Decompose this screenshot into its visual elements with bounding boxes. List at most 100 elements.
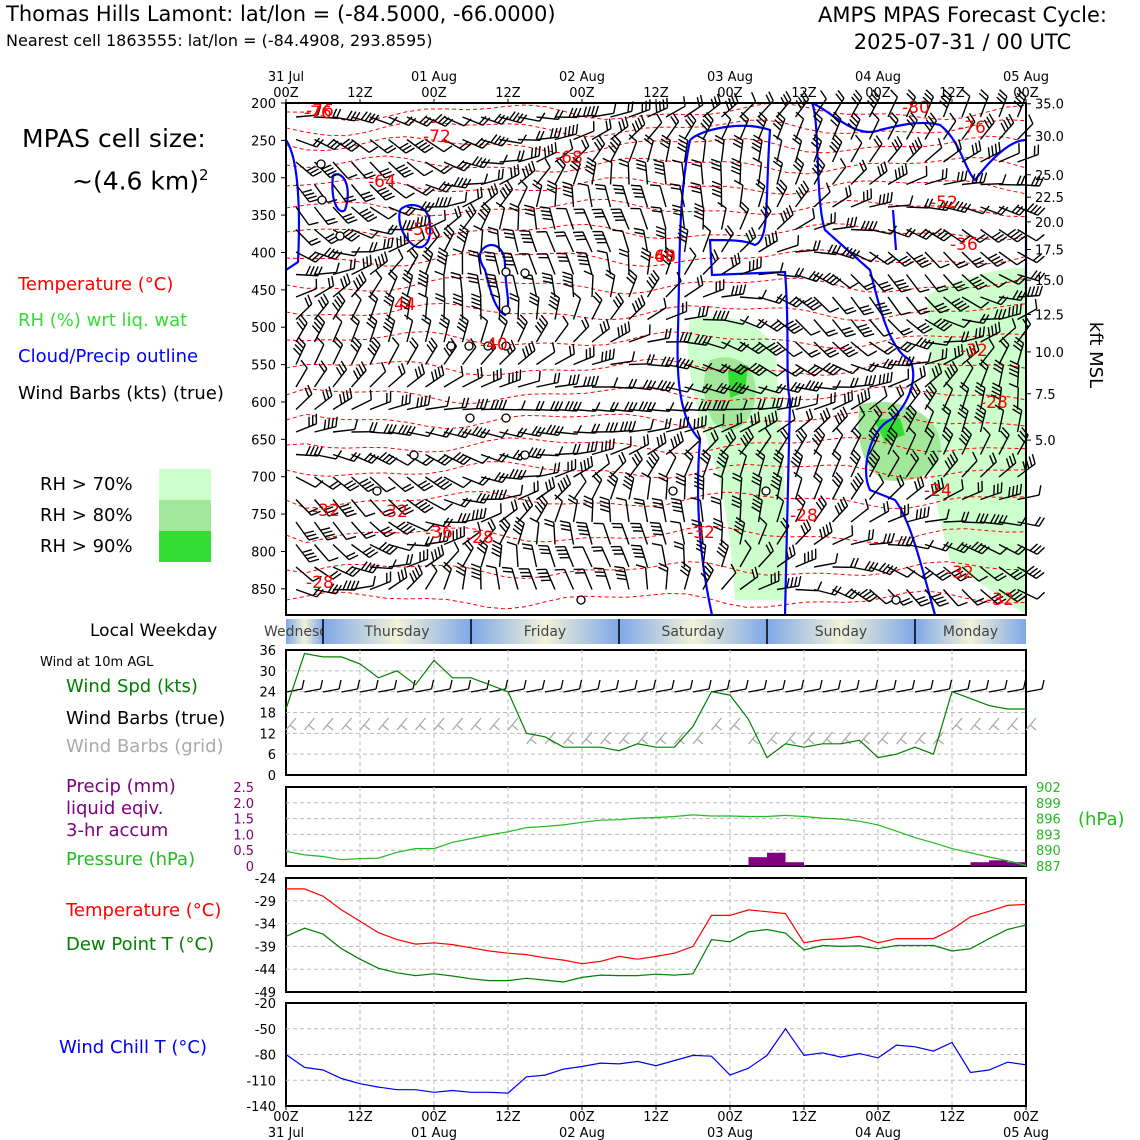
wind-barb-feather: [896, 282, 907, 287]
wind-barb: [980, 228, 1008, 243]
wind-barb-feather: [974, 142, 979, 153]
wind-barb-feather: [812, 208, 816, 219]
wind-barb-feather: [486, 258, 497, 262]
wind-barb-feather: [580, 461, 583, 473]
wind-barb-feather: [335, 262, 340, 273]
wind-barb-feather: [755, 119, 765, 127]
wind-barb-feather: [438, 247, 448, 254]
wind-barb-feather: [758, 368, 768, 376]
temperature-isotherm: [285, 276, 1027, 295]
wind-barb-feather: [1016, 235, 1026, 243]
wind-barb: [813, 380, 842, 390]
wind-barb-feather: [920, 601, 931, 607]
wind-barb-feather: [788, 204, 794, 215]
temperature-contour-label: -28: [306, 573, 334, 593]
wind-barb: [387, 269, 398, 298]
wind-barb-feather: [491, 547, 502, 554]
wind-barb: [795, 296, 823, 311]
wind-barb-feather: [734, 254, 738, 265]
wind-barb: [643, 134, 654, 163]
wind-barb-feather: [627, 272, 636, 281]
wind-barb-feather: [1011, 317, 1017, 328]
wind-barb-feather: [420, 482, 431, 489]
wind-barb-feather: [757, 398, 762, 409]
wind-barb-feather: [1034, 298, 1038, 309]
wind-barb-feather: [733, 134, 744, 141]
wind-barb-feather: [581, 319, 587, 330]
wind-barb-feather: [308, 507, 319, 514]
wind-barb-feather: [924, 572, 934, 580]
wind-barb-shaft: [702, 341, 725, 350]
wind-barb-grid: [618, 731, 630, 745]
temperature-contour-label: -76: [304, 103, 332, 123]
wind-barb-feather: [408, 393, 412, 404]
wind-barb-feather: [857, 323, 868, 329]
wind-barb-feather: [795, 156, 804, 165]
wind-barb-feather: [366, 256, 369, 267]
wind-barb-grid-feather: [881, 738, 889, 745]
wind-barb-feather: [549, 299, 559, 307]
wind-barb-feather: [696, 539, 707, 546]
wind-barb-feather: [983, 513, 989, 524]
wind-barb-feather: [854, 89, 863, 99]
wind-barb-feather: [401, 220, 407, 230]
wind-barb-feather: [509, 296, 519, 303]
wind-barb-feather: [590, 441, 594, 452]
temperature-isotherm: [285, 436, 1027, 455]
precip-label-2: liquid eqiv.: [66, 798, 164, 819]
wind-barb-feather: [385, 545, 394, 554]
wind-barb-feather: [813, 434, 822, 443]
wind-barb-true: [396, 679, 416, 693]
wind-barb: [1008, 360, 1020, 388]
wind-barb-feather: [670, 438, 675, 449]
wind-barb-feather: [740, 111, 749, 120]
wind-barb-feather: [994, 572, 1004, 579]
wind-barb-feather: [374, 258, 379, 269]
wind-barb-feather: [756, 449, 766, 457]
wind-barb: [491, 539, 503, 568]
wind-barb-feather: [386, 314, 396, 322]
wind-barb-feather: [457, 231, 467, 239]
wind-barb: [484, 273, 501, 298]
wind-barb-feather: [882, 358, 890, 368]
wind-barb-feather: [380, 526, 390, 533]
bottom-hour-label: 00Z: [717, 1110, 743, 1125]
wind-barb-feather: [816, 581, 823, 591]
wind-barb-feather: [897, 535, 903, 546]
wind-barb-feather: [578, 259, 589, 262]
wind-barb-feather: [633, 497, 644, 502]
wind-barb-feather: [548, 479, 552, 490]
wind-barb: [518, 568, 538, 590]
wind-barb: [567, 494, 579, 523]
wind-barb-grid-shaft: [452, 717, 463, 731]
wind-barb-shaft: [813, 456, 823, 478]
wind-barb-feather: [473, 225, 483, 231]
wind-barb-feather: [340, 278, 345, 289]
wind-barb-feather: [991, 390, 1001, 397]
wind-barb-feather: [459, 455, 468, 464]
wind-barb: [832, 185, 852, 208]
wind-barb: [332, 336, 344, 365]
wind-barb-true-shaft: [1007, 688, 1024, 693]
wind-barb-feather: [465, 178, 472, 189]
wind-barb-feather: [938, 288, 949, 293]
wind-barb-feather: [382, 325, 392, 333]
wind-barb-true: [896, 679, 916, 693]
wind-barb-feather: [882, 193, 886, 204]
top-hour-label: 00Z: [717, 86, 743, 101]
wind-barb-feather: [790, 381, 797, 391]
wind-barb-feather: [690, 185, 701, 190]
wind-barb-feather: [634, 231, 645, 235]
wind-barb-shaft: [665, 105, 686, 118]
wind-barb: [832, 216, 858, 231]
top-hour-label: 00Z: [865, 86, 891, 101]
wind-barb-feather: [599, 496, 610, 501]
wind-barb-feather: [479, 508, 483, 519]
wind-barb-grid: [526, 731, 537, 745]
wind-barb: [924, 348, 948, 366]
wind-barb-feather: [529, 292, 540, 299]
wind-barb-feather: [599, 504, 610, 509]
wind-barb: [758, 410, 778, 433]
precip-ytick-label: 1.0: [233, 828, 254, 843]
wind-barb-feather: [495, 201, 505, 209]
